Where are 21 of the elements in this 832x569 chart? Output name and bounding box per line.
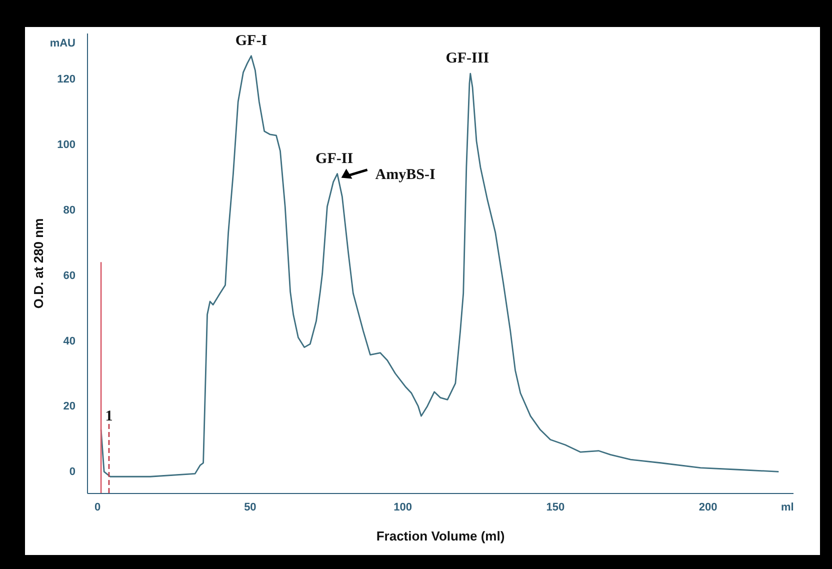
y-tick-label: 60 (63, 270, 76, 282)
y-tick-label: 40 (63, 335, 76, 348)
y-tick-label: 120 (57, 73, 76, 86)
y-tick-label: mAU (50, 37, 76, 50)
x-axis-title: Fraction Volume (ml) (376, 528, 505, 544)
x-tick-label: ml (780, 502, 794, 514)
annotation: GF-II (316, 150, 354, 167)
x-tick-label: 50 (244, 502, 256, 514)
annotation: GF-I (235, 32, 268, 49)
y-tick-label: 100 (57, 138, 76, 151)
x-tick-label: 200 (698, 502, 718, 514)
y-tick-label: 0 (69, 466, 76, 478)
x-tick-label: 150 (546, 502, 565, 514)
annotation: 1 (105, 408, 113, 425)
y-tick-label: 20 (63, 400, 76, 413)
annotation: AmyBS-I (375, 166, 436, 183)
y-axis-title: O.D. at 280 nm (30, 218, 46, 309)
annotation: GF-III (446, 50, 490, 67)
x-tick-label: 100 (394, 502, 412, 514)
y-tick-label: 80 (63, 204, 76, 216)
x-tick-label: 0 (94, 502, 101, 514)
